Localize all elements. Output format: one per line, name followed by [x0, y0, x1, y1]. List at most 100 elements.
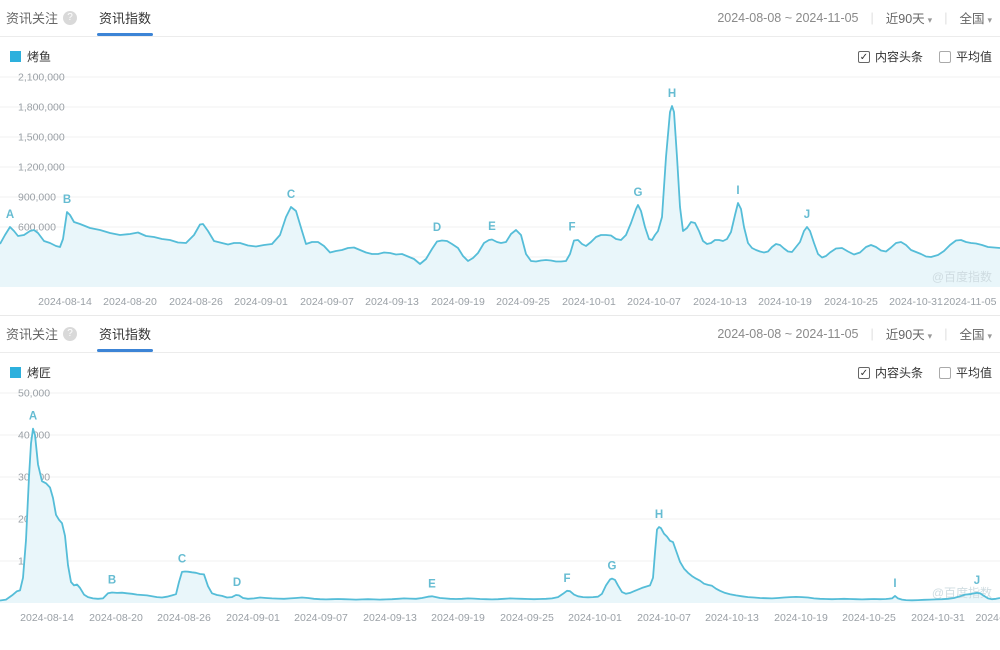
svg-text:2024-10-07: 2024-10-07: [637, 612, 691, 624]
svg-text:2,100,000: 2,100,000: [18, 72, 65, 84]
date-range: 2024-08-08 ~ 2024-11-05: [717, 326, 859, 341]
control-separator: |: [944, 10, 948, 25]
tab-label: 资讯指数: [99, 11, 152, 26]
svg-text:I: I: [736, 185, 739, 197]
period-dropdown[interactable]: 近90天 ▾: [885, 12, 933, 26]
tab-news-attention[interactable]: 资讯关注 ?: [4, 316, 79, 352]
svg-text:50,000: 50,000: [18, 388, 50, 400]
svg-text:I: I: [893, 578, 896, 590]
chevron-down-icon: ▾: [927, 331, 933, 341]
svg-text:2024-10-31: 2024-10-31: [911, 612, 965, 624]
panel-header: 资讯关注 ? 资讯指数 2024-08-08 ~ 2024-11-05 | 近9…: [0, 316, 1000, 353]
chevron-down-icon: ▾: [987, 15, 992, 25]
legend-keyword: 烤匠: [27, 366, 52, 380]
tab-news-attention[interactable]: 资讯关注 ?: [4, 0, 79, 36]
period-dropdown[interactable]: 近90天 ▾: [885, 328, 933, 342]
svg-text:2024-10-13: 2024-10-13: [693, 296, 747, 308]
active-tab-underline: [97, 33, 154, 36]
index-trend-chart-kaojiang[interactable]: 10,00020,00030,00040,00050,000@百度指数ABCDE…: [0, 381, 1000, 631]
svg-text:H: H: [655, 509, 663, 521]
legend-swatch: [10, 367, 21, 378]
svg-text:D: D: [233, 577, 241, 589]
checkbox-unchecked-icon: [938, 366, 951, 379]
panel-header: 资讯关注 ? 资讯指数 2024-08-08 ~ 2024-11-05 | 近9…: [0, 0, 1000, 37]
svg-text:2024-09-01: 2024-09-01: [226, 612, 280, 624]
toggle-average[interactable]: 平均值: [938, 48, 992, 65]
toggle-content-headlines[interactable]: ✓ 内容头条: [857, 50, 923, 64]
legend-row: 烤匠 ✓ 内容头条 平均值: [0, 353, 1000, 381]
checkbox-checked-icon: ✓: [857, 366, 870, 379]
index-trend-chart-kaoyu[interactable]: 300,000600,000900,0001,200,0001,500,0001…: [0, 65, 1000, 315]
svg-text:2024-10-07: 2024-10-07: [627, 296, 681, 308]
svg-text:600,000: 600,000: [18, 222, 56, 234]
chart-controls: 2024-08-08 ~ 2024-11-05 | 近90天 ▾ | 全国 ▾: [717, 324, 992, 352]
tab-label: 资讯关注: [6, 327, 59, 342]
svg-text:F: F: [563, 573, 570, 585]
svg-text:2024-08-14: 2024-08-14: [38, 296, 92, 308]
svg-text:2024-10-19: 2024-10-19: [758, 296, 812, 308]
svg-text:J: J: [804, 209, 810, 221]
toggle-average[interactable]: 平均值: [938, 364, 992, 381]
svg-text:2024-09-19: 2024-09-19: [431, 612, 485, 624]
svg-text:2024-09-01: 2024-09-01: [234, 296, 288, 308]
svg-text:2024-09-19: 2024-09-19: [431, 296, 485, 308]
control-separator: |: [944, 326, 948, 341]
overlay-toggles: ✓ 内容头条 平均值: [857, 48, 992, 65]
toggle-content-headlines[interactable]: ✓ 内容头条: [857, 366, 923, 380]
checkbox-checked-icon: ✓: [857, 50, 870, 63]
tab-news-index[interactable]: 资讯指数: [97, 316, 154, 352]
svg-text:900,000: 900,000: [18, 192, 56, 204]
svg-text:2024-10-01: 2024-10-01: [562, 296, 616, 308]
help-icon[interactable]: ?: [63, 10, 78, 25]
svg-text:2024-09-07: 2024-09-07: [300, 296, 354, 308]
svg-text:2024-10-01: 2024-10-01: [568, 612, 622, 624]
chart-controls: 2024-08-08 ~ 2024-11-05 | 近90天 ▾ | 全国 ▾: [717, 8, 992, 36]
svg-text:F: F: [568, 222, 575, 234]
svg-text:2024-11-05: 2024-11-05: [944, 296, 997, 308]
series-legend-kaojiang[interactable]: 烤匠: [10, 364, 51, 381]
svg-text:@百度指数: @百度指数: [932, 585, 992, 600]
svg-text:@百度指数: @百度指数: [932, 269, 992, 284]
svg-text:2024-09-13: 2024-09-13: [363, 612, 417, 624]
region-dropdown[interactable]: 全国 ▾: [959, 12, 992, 26]
svg-text:2024-10-25: 2024-10-25: [824, 296, 878, 308]
svg-text:A: A: [29, 411, 37, 423]
svg-text:J: J: [974, 575, 980, 587]
tab-label: 资讯指数: [99, 327, 152, 342]
legend-row: 烤鱼 ✓ 内容头条 平均值: [0, 37, 1000, 65]
svg-text:1,800,000: 1,800,000: [18, 102, 65, 114]
overlay-toggles: ✓ 内容头条 平均值: [857, 364, 992, 381]
svg-text:1,500,000: 1,500,000: [18, 132, 65, 144]
svg-text:2024-08-26: 2024-08-26: [157, 612, 211, 624]
svg-text:C: C: [178, 554, 186, 566]
tab-bar: 资讯关注 ? 资讯指数: [4, 0, 154, 36]
svg-text:2024-08-14: 2024-08-14: [20, 612, 74, 624]
svg-text:B: B: [63, 194, 71, 206]
chevron-down-icon: ▾: [927, 15, 933, 25]
tab-news-index[interactable]: 资讯指数: [97, 0, 154, 36]
series-legend-kaoyu[interactable]: 烤鱼: [10, 48, 51, 65]
control-separator: |: [870, 326, 874, 341]
svg-text:2024-10-31: 2024-10-31: [889, 296, 943, 308]
svg-text:1,200,000: 1,200,000: [18, 162, 65, 174]
svg-text:D: D: [433, 222, 441, 234]
legend-keyword: 烤鱼: [27, 50, 52, 64]
active-tab-underline: [97, 349, 154, 352]
date-range: 2024-08-08 ~ 2024-11-05: [717, 10, 859, 25]
svg-text:2024-09-07: 2024-09-07: [294, 612, 348, 624]
svg-text:2024-09-25: 2024-09-25: [500, 612, 554, 624]
legend-swatch: [10, 51, 21, 62]
svg-text:H: H: [668, 88, 676, 100]
svg-text:C: C: [287, 189, 295, 201]
baidu-index-page: 资讯关注 ? 资讯指数 2024-08-08 ~ 2024-11-05 | 近9…: [0, 0, 1000, 631]
svg-text:2024-08-26: 2024-08-26: [169, 296, 223, 308]
svg-text:G: G: [634, 187, 643, 199]
svg-text:2024-10-13: 2024-10-13: [705, 612, 759, 624]
svg-text:2024-08-20: 2024-08-20: [103, 296, 157, 308]
tab-label: 资讯关注: [6, 11, 59, 26]
control-separator: |: [870, 10, 874, 25]
chevron-down-icon: ▾: [987, 331, 992, 341]
svg-text:E: E: [428, 578, 436, 590]
help-icon[interactable]: ?: [63, 326, 78, 341]
region-dropdown[interactable]: 全国 ▾: [959, 328, 992, 342]
